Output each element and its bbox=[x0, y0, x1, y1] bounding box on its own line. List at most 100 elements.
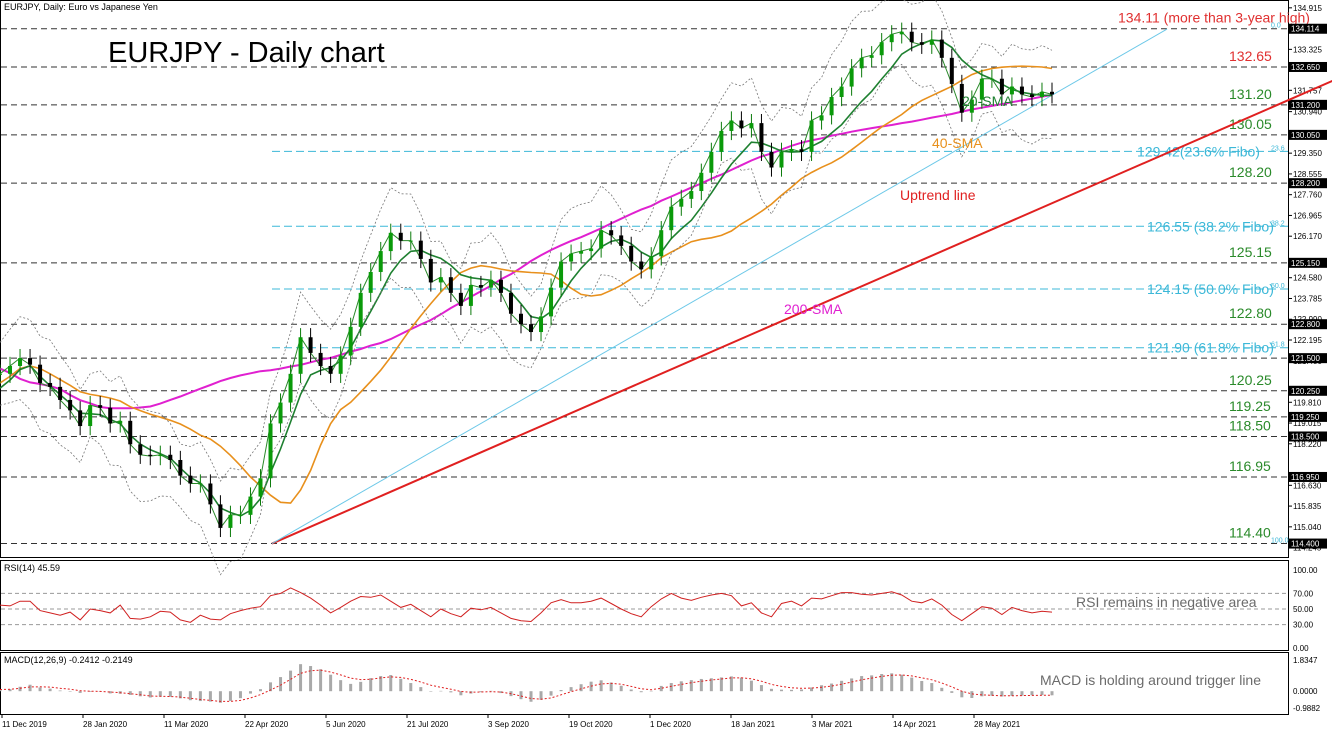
macd-histogram-bar bbox=[58, 690, 62, 692]
level-label: 114.40 bbox=[1229, 525, 1271, 541]
macd-histogram-bar bbox=[238, 691, 242, 699]
candle-body bbox=[909, 31, 914, 43]
macd-histogram-bar bbox=[499, 691, 503, 694]
time-tick-label: 1 Dec 2020 bbox=[650, 720, 691, 729]
candle-body bbox=[18, 358, 23, 366]
macd-histogram-bar bbox=[669, 683, 673, 692]
macd-signal-line bbox=[0, 669, 1052, 702]
macd-histogram-bar bbox=[810, 687, 814, 692]
price-tick-label: 119.810 bbox=[1293, 398, 1322, 407]
fibo-label: 124.15 (50.0% Fibo) bbox=[1147, 281, 1274, 297]
price-tick-label: 122.195 bbox=[1293, 336, 1322, 345]
macd-histogram-bar bbox=[68, 691, 72, 692]
time-tick-label: 3 Mar 2021 bbox=[812, 720, 853, 729]
level-price-tag bbox=[1289, 99, 1327, 110]
price-tick-label: 126.965 bbox=[1293, 211, 1322, 220]
macd-histogram-bar bbox=[228, 691, 232, 701]
macd-histogram-bar bbox=[148, 691, 152, 698]
macd-histogram-bar bbox=[429, 691, 433, 692]
candle-body bbox=[368, 271, 373, 293]
candle-body bbox=[298, 337, 303, 374]
macd-histogram-bar bbox=[569, 687, 573, 692]
candle-body bbox=[1029, 94, 1034, 98]
candle-body bbox=[799, 149, 804, 152]
candle-body bbox=[518, 313, 523, 325]
candle-body bbox=[579, 251, 584, 254]
series-40-sma bbox=[0, 65, 1053, 504]
price-tick-label: 127.760 bbox=[1293, 191, 1322, 200]
candle-body bbox=[809, 120, 814, 152]
price-tick-label: 118.220 bbox=[1293, 440, 1322, 449]
candle-body bbox=[88, 405, 93, 427]
level-price-tag-text: 114.400 bbox=[1291, 540, 1320, 549]
rsi-annotation: RSI remains in negative area bbox=[1076, 594, 1257, 610]
macd-histogram-bar bbox=[218, 691, 222, 703]
level-price-tag-text: 116.950 bbox=[1291, 473, 1320, 482]
macd-tick-label: 1.8347 bbox=[1293, 656, 1318, 665]
candle-body bbox=[589, 248, 594, 252]
macd-panel: 1.8347 0.0000 -0.9882 bbox=[0, 652, 1321, 715]
candle-body bbox=[218, 504, 223, 528]
macd-histogram-bar bbox=[1010, 691, 1014, 696]
macd-histogram-bar bbox=[18, 686, 22, 692]
fibo-pct-tag: 0.0 bbox=[1271, 23, 1281, 30]
candle-body bbox=[729, 120, 734, 131]
candle-body bbox=[919, 42, 924, 45]
level-label: 130.05 bbox=[1229, 116, 1272, 132]
macd-histogram-bar bbox=[549, 691, 553, 696]
candle-body bbox=[488, 279, 493, 288]
macd-histogram-bar bbox=[529, 691, 533, 702]
candle-body bbox=[148, 454, 153, 457]
price-tick-label: 123.785 bbox=[1293, 294, 1322, 303]
candle-body bbox=[348, 326, 353, 356]
macd-histogram-bar bbox=[329, 674, 333, 692]
macd-histogram-bar bbox=[930, 683, 934, 692]
level-price-tag-text: 120.250 bbox=[1291, 387, 1320, 396]
candle-body bbox=[999, 78, 1004, 95]
price-tick-label: 115.835 bbox=[1293, 502, 1322, 511]
macd-histogram-bar bbox=[1040, 691, 1044, 696]
macd-histogram-bar bbox=[719, 677, 723, 692]
candle-body bbox=[208, 483, 213, 505]
candle-body bbox=[418, 240, 423, 259]
price-tick-label: 133.325 bbox=[1293, 45, 1322, 54]
macd-tick-label: 0.0000 bbox=[1293, 687, 1318, 696]
candle-body bbox=[288, 373, 293, 403]
time-tick-label: 28 May 2021 bbox=[974, 720, 1021, 729]
macd-histogram-bar bbox=[779, 689, 783, 692]
fibo-label: 121.90 (61.8% Fibo) bbox=[1147, 340, 1274, 356]
candle-body bbox=[559, 261, 564, 288]
rsi-tick-label: 0.00 bbox=[1293, 644, 1309, 653]
candle-body bbox=[779, 151, 784, 168]
candle-body bbox=[308, 337, 313, 353]
candle-body bbox=[468, 285, 473, 306]
macd-histogram-bar bbox=[539, 691, 543, 700]
level-price-tag-text: 122.800 bbox=[1291, 320, 1320, 329]
macd-histogram-bar bbox=[830, 683, 834, 692]
level-price-tag bbox=[1289, 129, 1327, 140]
candle-body bbox=[829, 97, 834, 116]
macd-histogram-bar bbox=[339, 680, 343, 692]
candle-body bbox=[989, 78, 994, 80]
candle-body bbox=[769, 151, 774, 168]
candle-body bbox=[388, 232, 393, 252]
candle-body bbox=[629, 245, 634, 262]
candle-body bbox=[258, 478, 263, 497]
candle-body bbox=[398, 232, 403, 241]
macd-histogram-bar bbox=[178, 691, 182, 699]
level-price-tag-text: 121.500 bbox=[1291, 354, 1320, 363]
rsi-panel: 100.00 70.00 50.00 30.00 0.00 bbox=[0, 560, 1318, 653]
price-tick-label: 115.040 bbox=[1293, 523, 1322, 532]
level-price-tag bbox=[1289, 411, 1327, 422]
price-tick-label: 116.630 bbox=[1293, 481, 1322, 490]
macd-histogram-bar bbox=[1030, 691, 1034, 696]
time-tick-label: 5 Jun 2020 bbox=[326, 720, 366, 729]
uptrend-line bbox=[271, 79, 1332, 545]
candle-body bbox=[168, 454, 173, 460]
candle-body bbox=[228, 514, 233, 528]
candle-body bbox=[498, 279, 503, 293]
candle-body bbox=[679, 198, 684, 207]
candle-body bbox=[178, 459, 183, 476]
macd-histogram-bar bbox=[158, 691, 162, 697]
price-tick-label: 130.940 bbox=[1293, 108, 1322, 117]
